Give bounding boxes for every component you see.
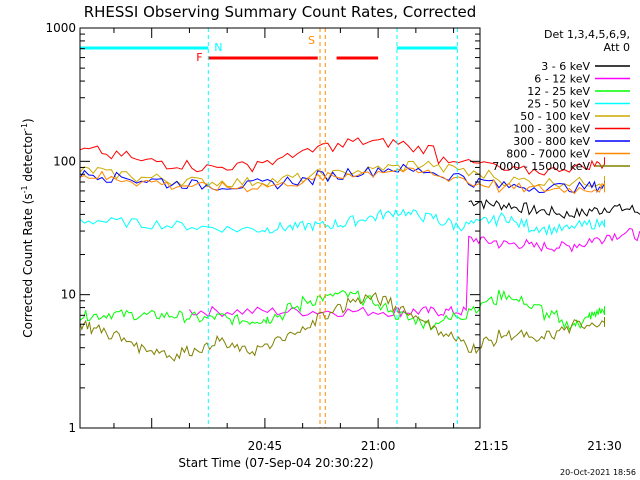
legend-label-3: 25 - 50 keV — [527, 98, 590, 111]
legend-label-0: 3 - 6 keV — [541, 60, 590, 73]
chart-title: RHESSI Observing Summary Count Rates, Co… — [84, 3, 477, 21]
legend-label-6: 300 - 800 keV — [513, 135, 590, 148]
x-tick-label-0: 20:45 — [248, 439, 283, 453]
legend-header-line1: Det 1,3,4,5,6,9, — [544, 28, 630, 41]
series-line-3 — [79, 208, 605, 237]
plot-frame — [79, 27, 481, 429]
series-line-6 — [79, 163, 605, 194]
legend-label-5: 100 - 300 keV — [513, 123, 590, 136]
series-line-1 — [188, 227, 640, 318]
legend-header-line2: Att 0 — [604, 41, 630, 54]
y-axis-label: Corrected Count Rate (s-1 detector-1) — [20, 118, 35, 337]
series-line-5 — [79, 137, 605, 176]
y-axis-label-mid: detector — [21, 131, 35, 186]
series-line-7 — [79, 167, 605, 195]
x-axis-label: Start Time (07-Sep-04 20:30:22) — [178, 456, 373, 470]
y-tick-label-2: 100 — [53, 154, 76, 168]
x-tick-label-1: 21:00 — [361, 439, 396, 453]
y-tick-label-1: 10 — [61, 288, 76, 302]
plot-series — [79, 137, 640, 362]
series-line-4 — [79, 160, 605, 188]
flag-label-n: N — [214, 41, 222, 54]
y-axis: 1 10 100 1000 — [45, 21, 480, 435]
flag-label-s: S — [308, 34, 315, 47]
timestamp: 20-Oct-2021 18:56 — [560, 468, 636, 477]
flag-label-f: F — [196, 51, 202, 64]
y-tick-label-0: 1 — [68, 421, 76, 435]
series-line-2 — [79, 289, 605, 331]
legend-label-2: 12 - 25 keV — [527, 85, 590, 98]
y-axis-label-sup1: -1 — [20, 185, 29, 193]
y-axis-label-main: Corrected Count Rate (s — [21, 193, 35, 337]
legend-label-4: 50 - 100 keV — [520, 110, 590, 123]
flag-layer: NF S — [80, 28, 458, 428]
series-line-8 — [79, 291, 605, 362]
y-axis-label-end: ) — [21, 118, 35, 123]
x-tick-label-2: 21:15 — [474, 439, 509, 453]
legend-label-1: 6 - 12 keV — [534, 73, 590, 86]
y-axis-label-sup2: -1 — [20, 123, 29, 131]
series-line-0 — [468, 198, 640, 219]
legend-label-8: 7000 - 15000 keV — [492, 160, 590, 173]
y-tick-label-3: 1000 — [45, 21, 76, 35]
x-tick-label-3: 21:30 — [587, 439, 622, 453]
legend-label-7: 800 - 7000 keV — [506, 148, 590, 161]
